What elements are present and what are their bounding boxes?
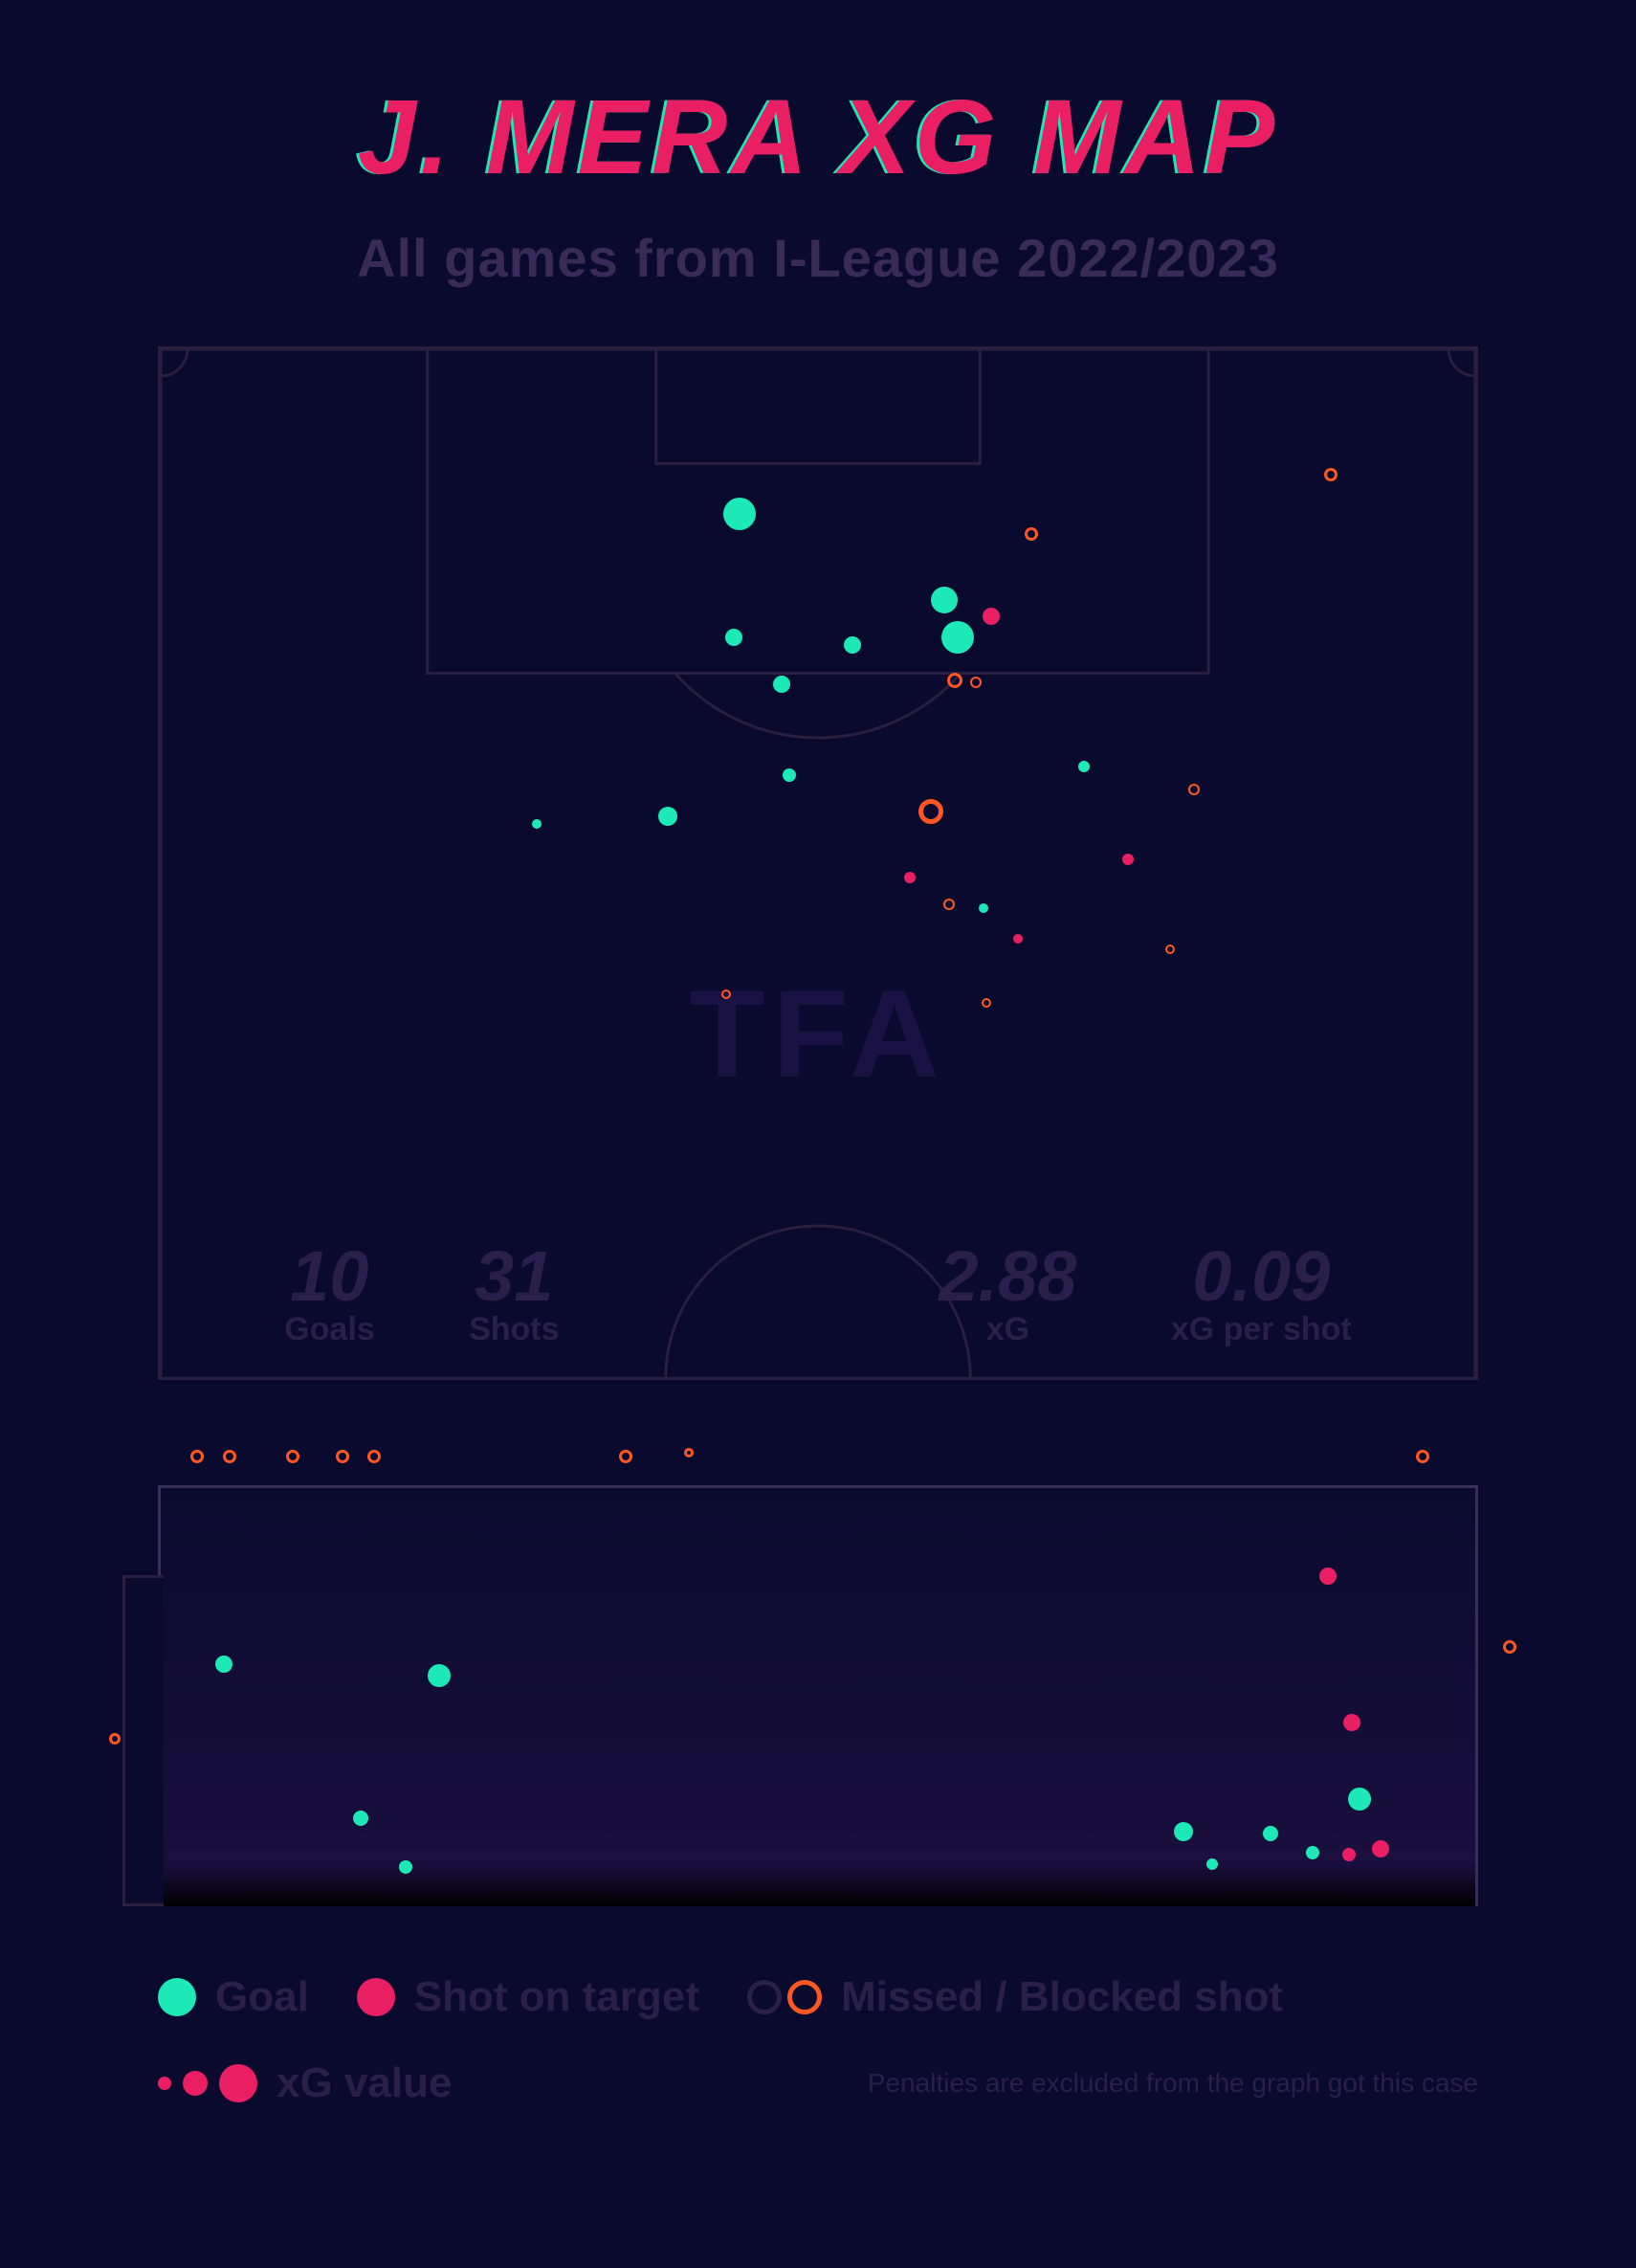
legend-label: Shot on target bbox=[414, 1973, 699, 2021]
chart-subtitle: All games from I-League 2022/2023 bbox=[153, 227, 1483, 289]
shot-goal bbox=[428, 1664, 451, 1687]
shot-missed bbox=[1324, 468, 1338, 481]
shot-missed bbox=[1165, 945, 1175, 954]
xg-size-dots bbox=[158, 2064, 257, 2102]
legend: GoalShot on targetMissed / Blocked shot … bbox=[158, 1973, 1478, 2107]
shot-missed bbox=[947, 673, 962, 688]
shot-goal bbox=[1263, 1826, 1278, 1841]
shot-missed bbox=[970, 677, 982, 688]
legend-ring-icon bbox=[747, 1980, 822, 2014]
shot-missed bbox=[982, 998, 991, 1008]
shot-goal bbox=[723, 498, 756, 530]
legend-note: Penalties are excluded from the graph go… bbox=[868, 2068, 1478, 2099]
shot-missed bbox=[684, 1448, 694, 1457]
stat-label: Shots bbox=[469, 1311, 559, 1348]
xg-size-dot-icon bbox=[158, 2077, 171, 2090]
shot-target bbox=[1319, 1568, 1337, 1585]
shot-missed bbox=[1416, 1450, 1429, 1463]
stat-xg: 2.88 xG bbox=[939, 1235, 1076, 1348]
stat-goals: 10 Goals bbox=[284, 1235, 374, 1348]
shot-goal bbox=[1206, 1858, 1218, 1870]
stat-value: 0.09 bbox=[1171, 1235, 1352, 1317]
legend-dot-icon bbox=[158, 1978, 196, 2016]
chart-title: J. MERA XG MAP bbox=[153, 77, 1483, 198]
shot-missed bbox=[721, 989, 731, 999]
stats-row: 10 Goals 31 Shots 2.88 xG 0.09 xG per sh… bbox=[161, 1235, 1475, 1348]
pitch-top-view: TFA 10 Goals 31 Shots 2.88 xG 0.09 xG pe… bbox=[158, 346, 1478, 1380]
legend-xg-value: xG value bbox=[158, 2059, 452, 2107]
shot-missed bbox=[943, 899, 955, 910]
shot-missed bbox=[918, 799, 943, 824]
goal-face-view bbox=[158, 1485, 1478, 1906]
shot-goal bbox=[658, 807, 677, 826]
shot-goal bbox=[215, 1656, 232, 1673]
shot-goal bbox=[931, 587, 958, 613]
shot-goal bbox=[773, 676, 790, 693]
goal-section bbox=[158, 1428, 1478, 1906]
shot-goal bbox=[1348, 1788, 1371, 1811]
xg-map-container: J. MERA XG MAP All games from I-League 2… bbox=[0, 0, 1636, 2268]
stat-value: 2.88 bbox=[939, 1235, 1076, 1317]
shot-missed bbox=[109, 1733, 121, 1745]
shot-target bbox=[904, 872, 916, 883]
stat-xg-per-shot: 0.09 xG per shot bbox=[1171, 1235, 1352, 1348]
shot-goal bbox=[941, 621, 974, 654]
shot-goal bbox=[783, 768, 796, 782]
pitch-lines bbox=[161, 349, 1475, 1378]
shot-missed bbox=[336, 1450, 349, 1463]
xg-size-dot-icon bbox=[219, 2064, 257, 2102]
stat-value: 10 bbox=[284, 1235, 374, 1317]
shot-target bbox=[1342, 1848, 1356, 1861]
shot-missed bbox=[223, 1450, 236, 1463]
shot-goal bbox=[1306, 1846, 1319, 1859]
legend-item: Shot on target bbox=[357, 1973, 699, 2021]
shot-missed bbox=[1188, 784, 1200, 795]
shot-goal bbox=[1078, 761, 1090, 772]
shot-target bbox=[1122, 854, 1134, 865]
legend-item: Missed / Blocked shot bbox=[747, 1973, 1283, 2021]
xg-size-dot-icon bbox=[183, 2071, 208, 2096]
legend-dot-icon bbox=[357, 1978, 395, 2016]
shot-missed bbox=[619, 1450, 632, 1463]
shot-goal bbox=[532, 819, 542, 829]
legend-label: Missed / Blocked shot bbox=[841, 1973, 1283, 2021]
shot-missed bbox=[1025, 527, 1038, 541]
shot-goal bbox=[725, 629, 742, 646]
shot-missed bbox=[286, 1450, 299, 1463]
stat-label: Goals bbox=[284, 1311, 374, 1348]
shot-goal bbox=[399, 1860, 412, 1874]
misses-above-bar bbox=[158, 1428, 1478, 1485]
legend-xg-label: xG value bbox=[276, 2059, 452, 2107]
legend-item: Goal bbox=[158, 1973, 309, 2021]
stat-value: 31 bbox=[469, 1235, 559, 1317]
legend-row-2: xG value Penalties are excluded from the… bbox=[158, 2059, 1478, 2107]
shot-missed bbox=[190, 1450, 204, 1463]
legend-row-1: Goal Shot on target Missed / Blocked shot bbox=[158, 1973, 1478, 2021]
stat-shots: 31 Shots bbox=[469, 1235, 559, 1348]
shot-target bbox=[1343, 1714, 1360, 1731]
stat-label: xG per shot bbox=[1171, 1311, 1352, 1348]
shot-missed bbox=[1503, 1640, 1516, 1654]
shot-goal bbox=[353, 1811, 368, 1826]
shot-goal bbox=[844, 636, 861, 654]
shot-missed bbox=[367, 1450, 381, 1463]
shot-goal bbox=[1174, 1822, 1193, 1841]
stat-spacer bbox=[653, 1235, 845, 1348]
shot-goal bbox=[979, 903, 988, 913]
shot-target bbox=[1372, 1840, 1389, 1857]
shot-target bbox=[1013, 934, 1023, 944]
legend-label: Goal bbox=[215, 1973, 309, 2021]
shot-target bbox=[983, 608, 1000, 625]
watermark: TFA bbox=[689, 962, 947, 1105]
